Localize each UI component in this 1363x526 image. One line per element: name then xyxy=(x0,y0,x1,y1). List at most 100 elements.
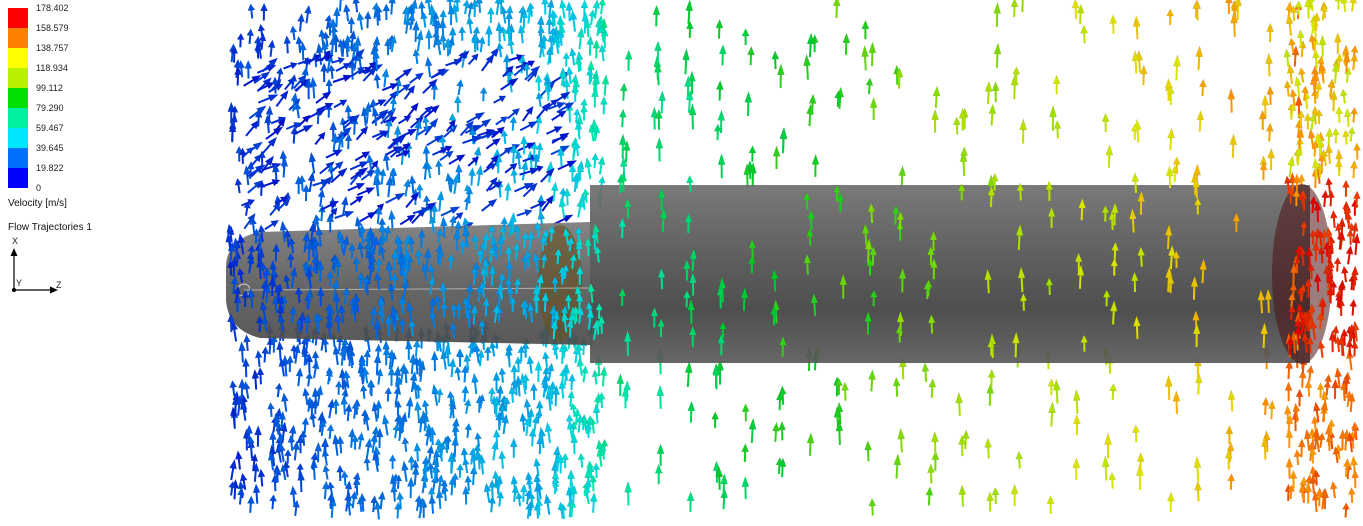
velocity-arrow xyxy=(356,496,365,513)
velocity-arrow xyxy=(984,80,993,105)
velocity-arrow xyxy=(407,235,416,253)
velocity-arrow xyxy=(1349,0,1358,12)
velocity-arrow xyxy=(237,59,246,78)
velocity-arrow xyxy=(238,377,246,400)
velocity-arrow xyxy=(544,421,553,444)
velocity-arrow xyxy=(307,171,316,192)
velocity-arrow xyxy=(1109,383,1118,401)
velocity-arrow xyxy=(650,106,659,130)
velocity-arrow xyxy=(960,146,968,166)
velocity-arrow xyxy=(1284,381,1293,402)
velocity-arrow xyxy=(311,254,319,273)
velocity-arrow xyxy=(462,225,470,248)
velocity-arrow xyxy=(1335,105,1344,124)
velocity-arrow xyxy=(456,463,465,478)
velocity-arrow xyxy=(688,70,696,95)
velocity-arrow xyxy=(371,236,380,255)
velocity-arrow xyxy=(623,197,632,219)
velocity-arrow xyxy=(417,228,426,248)
velocity-arrow xyxy=(428,297,437,314)
velocity-arrow xyxy=(451,417,460,437)
velocity-arrow xyxy=(957,183,966,201)
velocity-arrow xyxy=(807,208,815,231)
velocity-arrow xyxy=(408,174,417,194)
velocity-arrow xyxy=(961,429,970,450)
velocity-arrow xyxy=(557,18,566,33)
velocity-arrow xyxy=(390,248,399,270)
velocity-arrow xyxy=(498,450,507,469)
velocity-arrow xyxy=(241,289,250,308)
velocity-arrow xyxy=(485,176,498,192)
velocity-arrow xyxy=(1312,427,1321,450)
velocity-arrow xyxy=(547,225,556,242)
velocity-arrow xyxy=(383,37,392,56)
velocity-arrow xyxy=(1167,127,1175,150)
velocity-arrow xyxy=(257,23,266,40)
velocity-arrow xyxy=(584,476,592,499)
velocity-arrow xyxy=(556,101,575,114)
velocity-arrow xyxy=(405,191,420,209)
velocity-arrow xyxy=(1331,61,1340,84)
velocity-arrow xyxy=(488,479,497,498)
velocity-arrow xyxy=(684,212,693,234)
velocity-arrow xyxy=(373,166,381,182)
velocity-arrow xyxy=(332,344,341,366)
velocity-arrow xyxy=(461,384,470,403)
velocity-arrow xyxy=(251,368,260,390)
velocity-arrow xyxy=(1261,396,1270,415)
velocity-arrow xyxy=(576,163,585,182)
velocity-arrow xyxy=(246,28,255,45)
velocity-arrow xyxy=(1045,277,1054,295)
velocity-arrow xyxy=(1289,469,1298,489)
color-legend[interactable]: 178.402 158.579 138.757 118.934 99.112 79.290… xyxy=(0,0,150,310)
velocity-arrow xyxy=(1309,195,1318,214)
velocity-arrow xyxy=(289,265,298,288)
velocity-arrow xyxy=(485,46,500,65)
velocity-arrow xyxy=(591,318,600,340)
velocity-arrow xyxy=(261,345,270,363)
velocity-arrow xyxy=(1297,109,1306,126)
velocity-arrow xyxy=(364,437,373,459)
velocity-arrow xyxy=(478,319,487,336)
velocity-arrow xyxy=(1045,180,1054,201)
velocity-arrow xyxy=(597,314,606,334)
velocity-arrow xyxy=(867,202,876,224)
velocity-arrow xyxy=(1351,320,1360,342)
velocity-arrow xyxy=(415,183,424,199)
velocity-arrow xyxy=(412,338,421,357)
velocity-arrow xyxy=(1053,119,1062,139)
velocity-arrow xyxy=(1286,63,1295,85)
velocity-arrow xyxy=(382,152,391,171)
velocity-arrow xyxy=(1304,481,1313,504)
velocity-arrow xyxy=(1331,378,1340,399)
velocity-arrow xyxy=(986,382,995,406)
velocity-arrow xyxy=(340,195,349,216)
velocity-arrow xyxy=(598,43,607,62)
velocity-arrow xyxy=(337,38,346,57)
velocity-arrow xyxy=(409,0,418,21)
velocity-arrow xyxy=(440,479,448,495)
velocity-arrow xyxy=(436,249,445,266)
velocity-arrow xyxy=(513,277,522,295)
velocity-arrow xyxy=(833,184,841,202)
velocity-arrow xyxy=(420,409,429,429)
velocity-arrow xyxy=(1340,0,1349,13)
velocity-arrow xyxy=(444,434,453,450)
triad-axes-icon xyxy=(10,248,58,294)
velocity-arrow xyxy=(238,147,247,164)
velocity-arrow xyxy=(398,362,407,383)
velocity-arrow xyxy=(1101,454,1110,481)
velocity-arrow xyxy=(324,14,333,30)
velocity-arrow xyxy=(465,299,473,320)
velocity-arrow xyxy=(656,384,665,409)
velocity-arrow xyxy=(1320,399,1329,422)
velocity-arrow xyxy=(530,200,548,210)
velocity-arrow xyxy=(548,380,557,399)
velocity-arrow xyxy=(925,486,934,506)
velocity-arrow xyxy=(1046,494,1055,514)
velocity-arrow xyxy=(359,384,368,399)
legend-color-segment xyxy=(8,148,28,169)
velocity-arrow xyxy=(302,230,310,253)
velocity-arrow xyxy=(287,236,296,254)
